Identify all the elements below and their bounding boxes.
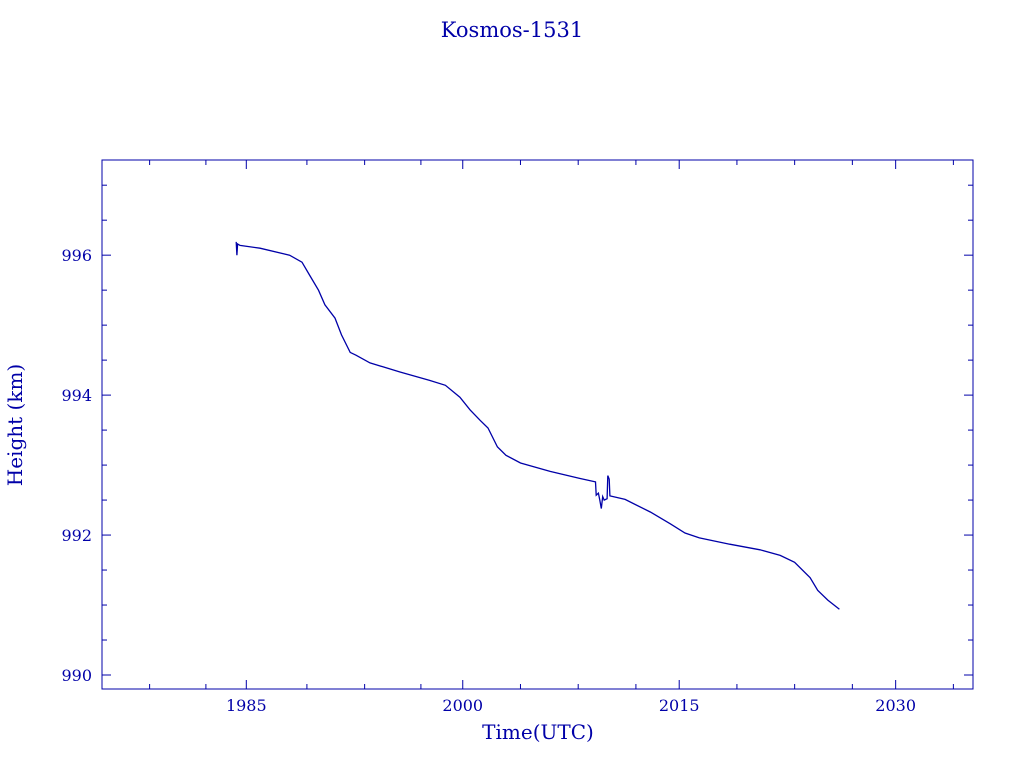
y-tick-label: 996 — [61, 246, 92, 265]
x-tick-label: 2015 — [659, 696, 700, 715]
y-tick-label: 994 — [61, 386, 92, 405]
y-tick-labels: 990 992 994 996 — [61, 246, 92, 685]
chart-title: Kosmos-1531 — [441, 18, 583, 42]
y-axis-label: Height (km) — [3, 364, 27, 486]
series-line-height — [235, 241, 840, 610]
y-tick-label: 990 — [61, 666, 92, 685]
plot-frame — [101, 159, 974, 690]
y-tick-label: 992 — [61, 526, 92, 545]
x-tick-labels: 1985 2000 2015 2030 — [226, 696, 916, 715]
x-tick-label: 2030 — [875, 696, 916, 715]
x-axis-label: Time(UTC) — [482, 720, 594, 744]
x-tick-label: 2000 — [442, 696, 483, 715]
x-tick-label: 1985 — [226, 696, 267, 715]
axis-ticks — [102, 160, 973, 689]
